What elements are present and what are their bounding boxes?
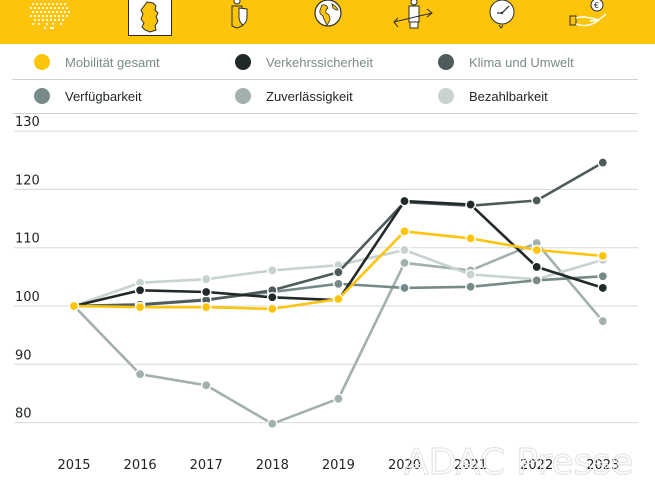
series-verkehrssicherheit xyxy=(68,195,609,312)
data-point[interactable] xyxy=(399,195,410,207)
data-point[interactable] xyxy=(465,199,476,210)
legend-item-bezahlbarkeit[interactable]: Bezahlbarkeit xyxy=(438,86,548,106)
data-point[interactable] xyxy=(134,301,146,313)
x-tick-label: 2017 xyxy=(190,458,223,473)
category-header-bar: € xyxy=(0,0,655,44)
hand-euro-icon[interactable]: € xyxy=(568,0,614,36)
legend-marker xyxy=(34,88,50,104)
data-point[interactable] xyxy=(266,418,278,430)
svg-text:€: € xyxy=(594,1,599,10)
data-point[interactable] xyxy=(266,303,278,315)
data-point[interactable] xyxy=(333,278,344,290)
globe-icon[interactable] xyxy=(308,0,348,36)
data-point[interactable] xyxy=(333,266,344,278)
data-point[interactable] xyxy=(597,315,609,327)
data-point[interactable] xyxy=(266,265,278,276)
legend-item-zuverlaessigkeit[interactable]: Zuverlässigkeit xyxy=(235,86,353,106)
line-chart: 80 90 100 110 120 130 2015 2016 2017 2018 2019 202… xyxy=(14,115,638,484)
x-tick-label: 2016 xyxy=(124,458,157,473)
data-point[interactable] xyxy=(597,282,609,294)
legend-item-verkehrssicherheit[interactable]: Verkehrssicherheit xyxy=(235,52,373,72)
y-tick-label: 130 xyxy=(15,115,40,130)
data-point[interactable] xyxy=(200,286,212,298)
data-point[interactable] xyxy=(399,244,410,256)
data-point[interactable] xyxy=(531,275,543,286)
legend-marker xyxy=(235,88,251,104)
data-point[interactable] xyxy=(531,195,543,206)
series-line xyxy=(73,199,604,308)
legend-marker xyxy=(34,54,50,70)
legend-item-verfuegbarkeit[interactable]: Verfügbarkeit xyxy=(34,86,142,106)
y-tick-label: 120 xyxy=(15,173,40,188)
data-point[interactable] xyxy=(333,393,344,404)
legend-item-klima-und-umwelt[interactable]: Klima und Umwelt xyxy=(438,52,574,72)
x-tick-label: 2018 xyxy=(256,458,289,473)
data-point[interactable] xyxy=(333,293,344,305)
data-point[interactable] xyxy=(597,270,609,282)
watermark: ADAC Presse xyxy=(404,442,633,483)
data-point[interactable] xyxy=(134,368,146,380)
data-point[interactable] xyxy=(531,261,543,273)
legend-label: Zuverlässigkeit xyxy=(266,88,353,104)
data-point[interactable] xyxy=(399,226,410,237)
y-axis-ticks: 80 90 100 110 120 130 xyxy=(15,115,40,422)
legend-label: Verkehrssicherheit xyxy=(266,54,373,70)
data-point[interactable] xyxy=(134,284,146,296)
x-tick-label: 2015 xyxy=(57,458,90,473)
y-tick-label: 110 xyxy=(15,232,40,247)
x-tick-label: 2021 xyxy=(454,458,487,473)
x-axis-ticks: 2015 2016 2017 2018 2019 2020 2021 2022 2023 xyxy=(57,458,619,473)
data-point[interactable] xyxy=(200,273,212,285)
legend-marker xyxy=(235,54,251,70)
europe-map-icon[interactable] xyxy=(22,0,78,36)
data-point[interactable] xyxy=(597,250,609,262)
data-point[interactable] xyxy=(465,281,476,293)
y-tick-label: 90 xyxy=(15,348,32,363)
legend-row: Mobilität gesamt Verkehrssicherheit Klim… xyxy=(12,46,638,80)
legend-row: Verfügbarkeit Zuverlässigkeit Bezahlbark… xyxy=(12,80,638,114)
data-point[interactable] xyxy=(200,301,212,313)
data-point[interactable] xyxy=(266,291,278,303)
legend-marker xyxy=(438,88,454,104)
data-point[interactable] xyxy=(531,244,543,256)
legend-label: Mobilität gesamt xyxy=(65,54,160,70)
person-shield-icon[interactable] xyxy=(222,0,262,36)
x-tick-label: 2023 xyxy=(586,458,619,473)
x-tick-label: 2019 xyxy=(322,458,355,473)
data-point[interactable] xyxy=(399,282,410,294)
data-point[interactable] xyxy=(68,300,80,312)
y-tick-label: 100 xyxy=(15,290,40,305)
legend-marker xyxy=(438,54,454,70)
data-point[interactable] xyxy=(200,379,212,391)
x-tick-label: 2022 xyxy=(520,458,553,473)
series-mobilitaet-gesamt xyxy=(68,226,609,315)
x-tick-label: 2020 xyxy=(388,458,421,473)
germany-map-icon[interactable] xyxy=(128,0,172,36)
series-lines xyxy=(68,157,609,430)
data-point[interactable] xyxy=(465,269,476,280)
legend-label: Bezahlbarkeit xyxy=(469,88,548,104)
legend-label: Verfügbarkeit xyxy=(65,88,142,104)
data-point[interactable] xyxy=(399,257,410,269)
y-tick-label: 80 xyxy=(15,407,32,422)
person-arrows-icon[interactable] xyxy=(392,0,436,36)
legend-item-mobilitaet-gesamt[interactable]: Mobilität gesamt xyxy=(34,52,160,72)
data-point[interactable] xyxy=(597,157,609,168)
clock-icon[interactable] xyxy=(482,0,522,36)
data-point[interactable] xyxy=(465,233,476,244)
legend-label: Klima und Umwelt xyxy=(469,54,574,70)
